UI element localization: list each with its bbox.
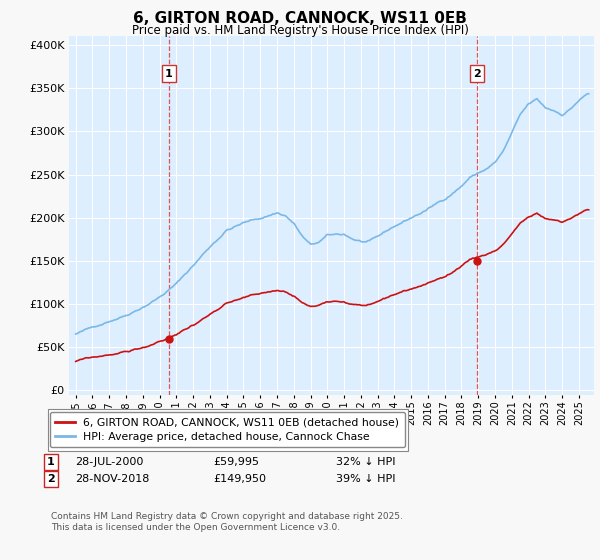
Text: 2: 2 [473,68,481,78]
Text: £149,950: £149,950 [213,474,266,484]
Text: 1: 1 [47,457,55,467]
Text: Contains HM Land Registry data © Crown copyright and database right 2025.
This d: Contains HM Land Registry data © Crown c… [51,512,403,532]
Text: 2: 2 [47,474,55,484]
Text: 28-JUL-2000: 28-JUL-2000 [75,457,143,467]
Text: £59,995: £59,995 [213,457,259,467]
Text: 39% ↓ HPI: 39% ↓ HPI [336,474,395,484]
Text: 28-NOV-2018: 28-NOV-2018 [75,474,149,484]
Text: 1: 1 [165,68,173,78]
Text: 6, GIRTON ROAD, CANNOCK, WS11 0EB: 6, GIRTON ROAD, CANNOCK, WS11 0EB [133,11,467,26]
FancyBboxPatch shape [48,409,408,451]
Text: Price paid vs. HM Land Registry's House Price Index (HPI): Price paid vs. HM Land Registry's House … [131,24,469,36]
Text: 32% ↓ HPI: 32% ↓ HPI [336,457,395,467]
Legend: 6, GIRTON ROAD, CANNOCK, WS11 0EB (detached house), HPI: Average price, detached: 6, GIRTON ROAD, CANNOCK, WS11 0EB (detac… [50,412,405,447]
